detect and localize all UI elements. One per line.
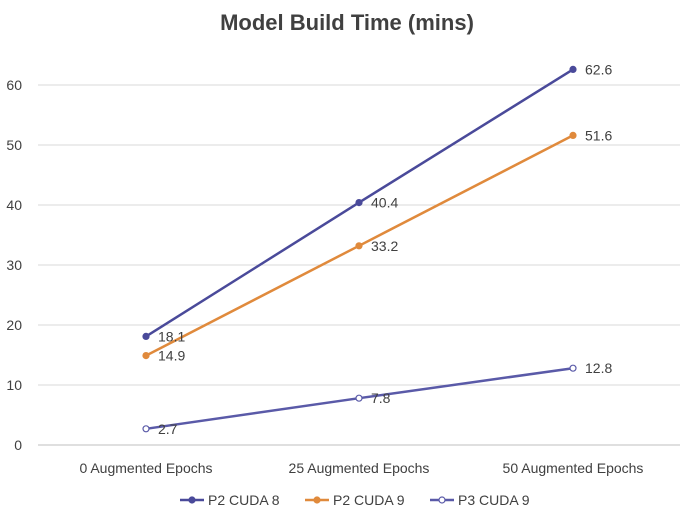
- y-tick-label: 40: [6, 197, 22, 213]
- legend-label: P2 CUDA 9: [333, 492, 405, 508]
- y-tick-label: 60: [6, 77, 22, 93]
- y-tick-label: 50: [6, 137, 22, 153]
- gridlines: [38, 84, 680, 446]
- x-axis-categories: 0 Augmented Epochs 25 Augmented Epochs 50 …: [79, 460, 643, 476]
- data-label: 12.8: [585, 360, 612, 376]
- data-point: [142, 332, 150, 340]
- data-label: 18.1: [158, 328, 185, 344]
- legend-label: P2 CUDA 8: [208, 492, 280, 508]
- data-labels: 18.1 40.4 62.6 14.9 33.2 51.6 2.7 7.8 12.8: [158, 61, 612, 436]
- data-label: 62.6: [585, 61, 612, 77]
- y-tick-label: 10: [6, 377, 22, 393]
- data-label: 33.2: [371, 238, 398, 254]
- data-label: 14.9: [158, 348, 185, 364]
- legend-label: P3 CUDA 9: [458, 492, 530, 508]
- y-tick-label: 30: [6, 257, 22, 273]
- data-point: [355, 242, 363, 250]
- legend-marker: [438, 496, 446, 504]
- data-point: [355, 394, 363, 402]
- data-label: 40.4: [371, 195, 398, 211]
- data-point: [569, 65, 577, 74]
- y-tick-label: 0: [14, 437, 22, 453]
- y-axis-ticks: 0 10 20 30 40 50 60: [6, 77, 22, 453]
- legend: P2 CUDA 8 P2 CUDA 9 P3 CUDA 9: [180, 492, 530, 508]
- legend-marker: [313, 496, 321, 504]
- legend-marker: [188, 496, 196, 504]
- data-label: 7.8: [371, 390, 391, 406]
- series-lines: [142, 65, 577, 433]
- chart-title: Model Build Time (mins): [220, 10, 474, 35]
- x-category-label: 25 Augmented Epochs: [289, 460, 430, 476]
- data-point: [142, 352, 150, 360]
- x-category-label: 50 Augmented Epochs: [503, 460, 644, 476]
- x-category-label: 0 Augmented Epochs: [79, 460, 212, 476]
- y-tick-label: 20: [6, 317, 22, 333]
- data-point: [569, 131, 577, 139]
- data-point: [569, 364, 577, 372]
- data-label: 2.7: [158, 421, 178, 437]
- data-label: 51.6: [585, 127, 612, 143]
- data-point: [355, 199, 363, 207]
- data-point: [142, 425, 150, 433]
